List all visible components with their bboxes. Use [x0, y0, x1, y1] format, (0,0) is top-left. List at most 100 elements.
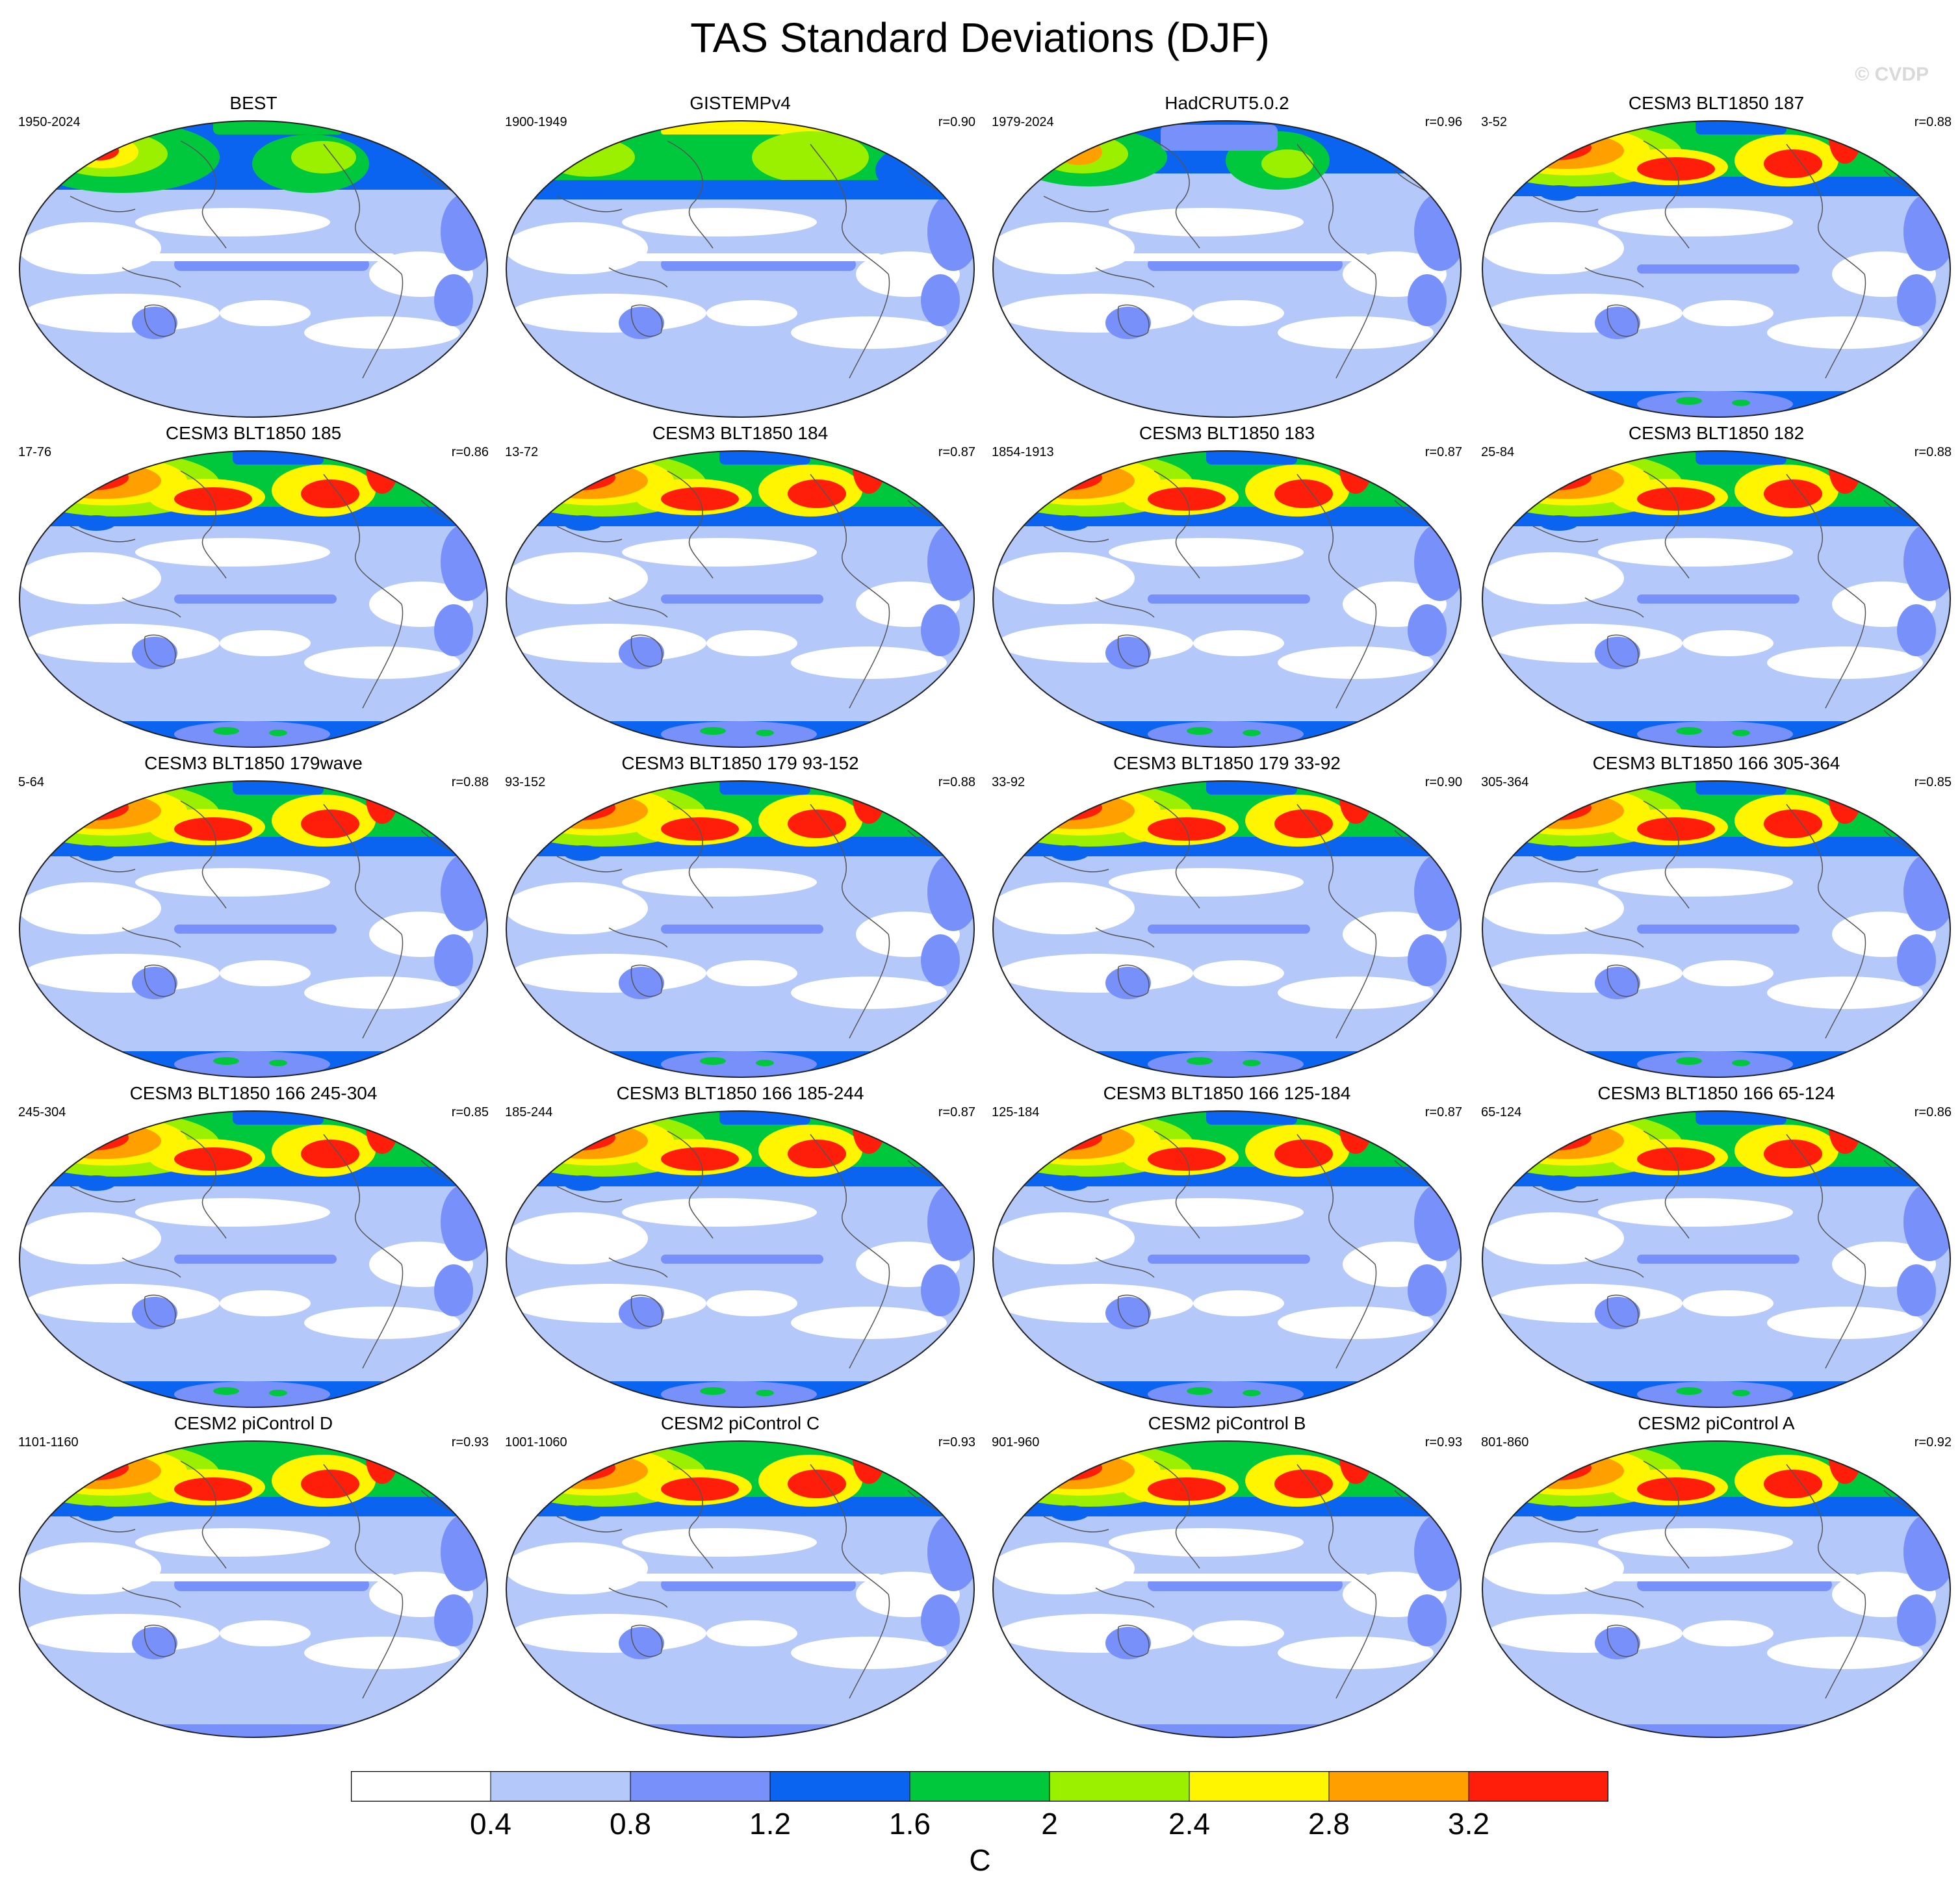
- colorbar-swatch: [1468, 1771, 1608, 1802]
- panel-title: CESM2 piControl D: [174, 1413, 333, 1433]
- colorbar-swatch: [909, 1771, 1050, 1802]
- panel-years: 1979-2024: [992, 115, 1054, 129]
- colorbar-swatch: [351, 1771, 491, 1802]
- panel-title: CESM3 BLT1850 179wave: [144, 753, 363, 773]
- panel-title: CESM3 BLT1850 179 33-92: [1113, 753, 1341, 773]
- panel-pattern-correlation: r=0.87: [1425, 1105, 1462, 1119]
- colorbar-swatch: [1189, 1771, 1330, 1802]
- colorbar-tick-label: 2.4: [1168, 1807, 1210, 1841]
- robinson-map: [19, 1110, 488, 1408]
- panel-years: 1001-1060: [505, 1435, 567, 1449]
- robinson-map: [506, 1440, 975, 1738]
- panel-years: 17-76: [18, 445, 52, 459]
- panel-pattern-correlation: r=0.85: [451, 1105, 489, 1119]
- panel-title: GISTEMPv4: [690, 93, 791, 113]
- robinson-map: [992, 780, 1462, 1078]
- colorbar-tick-label: 1.2: [749, 1807, 791, 1841]
- panel-years: 5-64: [18, 775, 45, 789]
- panel-years: 1101-1160: [18, 1435, 79, 1449]
- robinson-map: [506, 1110, 975, 1408]
- panel-years: 93-152: [505, 775, 546, 789]
- panel-pattern-correlation: r=0.90: [1425, 775, 1462, 789]
- panel-pattern-correlation: r=0.87: [1425, 445, 1462, 459]
- colorbar-tick-label: 1.6: [889, 1807, 931, 1841]
- robinson-map: [1482, 1440, 1951, 1738]
- colorbar-tick-label: 2: [1041, 1807, 1058, 1841]
- panel-title: CESM2 piControl C: [660, 1413, 820, 1433]
- panel-title: CESM3 BLT1850 183: [1139, 423, 1315, 443]
- panel-pattern-correlation: r=0.88: [938, 775, 975, 789]
- colorbar-swatch: [1328, 1771, 1469, 1802]
- panel-pattern-correlation: r=0.86: [451, 445, 489, 459]
- panel-years: 305-364: [1481, 775, 1529, 789]
- map-panel: CESM3 BLT1850 179wave 5-64 r=0.88: [9, 752, 498, 1082]
- map-panel: CESM2 piControl B 901-960 r=0.93: [983, 1412, 1471, 1743]
- robinson-map: [992, 1440, 1462, 1738]
- colorbar-swatch: [769, 1771, 910, 1802]
- panel-title: CESM2 piControl B: [1148, 1413, 1306, 1433]
- panel-title: BEST: [229, 93, 277, 113]
- colorbar: [351, 1771, 1608, 1802]
- panel-years: 1950-2024: [18, 115, 81, 129]
- panel-title: CESM3 BLT1850 166 125-184: [1103, 1083, 1351, 1103]
- panel-years: 901-960: [992, 1435, 1040, 1449]
- map-panel: CESM3 BLT1850 166 245-304 245-304 r=0.85: [9, 1082, 498, 1412]
- colorbar-tick-label: 0.8: [610, 1807, 651, 1841]
- robinson-map: [19, 120, 488, 418]
- robinson-map: [1482, 780, 1951, 1078]
- robinson-map: [19, 450, 488, 748]
- robinson-map: [1482, 450, 1951, 748]
- panel-pattern-correlation: r=0.93: [1425, 1435, 1462, 1449]
- map-panel: CESM3 BLT1850 179 93-152 93-152 r=0.88: [496, 752, 985, 1082]
- panel-title: CESM3 BLT1850 185: [165, 423, 342, 443]
- panel-years: 33-92: [992, 775, 1025, 789]
- map-panel: BEST 1950-2024: [9, 92, 498, 422]
- panel-years: 13-72: [505, 445, 539, 459]
- panel-pattern-correlation: r=0.87: [938, 445, 975, 459]
- map-panel: CESM3 BLT1850 185 17-76 r=0.86: [9, 422, 498, 752]
- map-panel: CESM3 BLT1850 166 125-184 125-184 r=0.87: [983, 1082, 1471, 1412]
- map-panel: CESM3 BLT1850 184 13-72 r=0.87: [496, 422, 985, 752]
- colorbar-swatch: [630, 1771, 771, 1802]
- panel-years: 65-124: [1481, 1105, 1522, 1119]
- panel-years: 801-860: [1481, 1435, 1529, 1449]
- robinson-map: [506, 780, 975, 1078]
- panel-pattern-correlation: r=0.90: [938, 115, 975, 129]
- robinson-map: [992, 1110, 1462, 1408]
- map-panel: CESM3 BLT1850 179 33-92 33-92 r=0.90: [983, 752, 1471, 1082]
- panel-title: CESM3 BLT1850 179 93-152: [621, 753, 859, 773]
- colorbar-tick-label: 0.4: [470, 1807, 511, 1841]
- robinson-map: [1482, 1110, 1951, 1408]
- panel-title: CESM3 BLT1850 166 245-304: [129, 1083, 378, 1103]
- panel-pattern-correlation: r=0.86: [1914, 1105, 1952, 1119]
- panel-title: CESM3 BLT1850 166 185-244: [616, 1083, 864, 1103]
- panel-years: 185-244: [505, 1105, 553, 1119]
- panel-years: 125-184: [992, 1105, 1040, 1119]
- panel-title: CESM3 BLT1850 166 65-124: [1597, 1083, 1835, 1103]
- map-panel: CESM3 BLT1850 166 185-244 185-244 r=0.87: [496, 1082, 985, 1412]
- panel-title: CESM3 BLT1850 166 305-364: [1592, 753, 1840, 773]
- map-panel: CESM3 BLT1850 166 305-364 305-364 r=0.85: [1472, 752, 1960, 1082]
- robinson-map: [992, 120, 1462, 418]
- map-panel: CESM3 BLT1850 187 3-52 r=0.88: [1472, 92, 1960, 422]
- panel-title: CESM3 BLT1850 184: [652, 423, 829, 443]
- panel-pattern-correlation: r=0.87: [938, 1105, 975, 1119]
- panel-pattern-correlation: r=0.93: [451, 1435, 489, 1449]
- panel-years: 1900-1949: [505, 115, 567, 129]
- panel-years: 3-52: [1481, 115, 1508, 129]
- map-panel: CESM3 BLT1850 166 65-124 65-124 r=0.86: [1472, 1082, 1960, 1412]
- colorbar-tick-label: 2.8: [1308, 1807, 1350, 1841]
- panel-pattern-correlation: r=0.88: [1914, 115, 1952, 129]
- colorbar-swatch: [1049, 1771, 1190, 1802]
- panel-title: HadCRUT5.0.2: [1165, 93, 1289, 113]
- panel-title: CESM3 BLT1850 187: [1628, 93, 1805, 113]
- panel-years: 25-84: [1481, 445, 1515, 459]
- colorbar-swatch: [490, 1771, 631, 1802]
- map-panel: CESM3 BLT1850 182 25-84 r=0.88: [1472, 422, 1960, 752]
- map-panel: CESM2 piControl A 801-860 r=0.92: [1472, 1412, 1960, 1743]
- panel-pattern-correlation: r=0.92: [1914, 1435, 1952, 1449]
- map-panel: CESM2 piControl D 1101-1160 r=0.93: [9, 1412, 498, 1743]
- robinson-map: [19, 780, 488, 1078]
- map-panel: CESM3 BLT1850 183 1854-1913 r=0.87: [983, 422, 1471, 752]
- colorbar-units: C: [969, 1843, 991, 1877]
